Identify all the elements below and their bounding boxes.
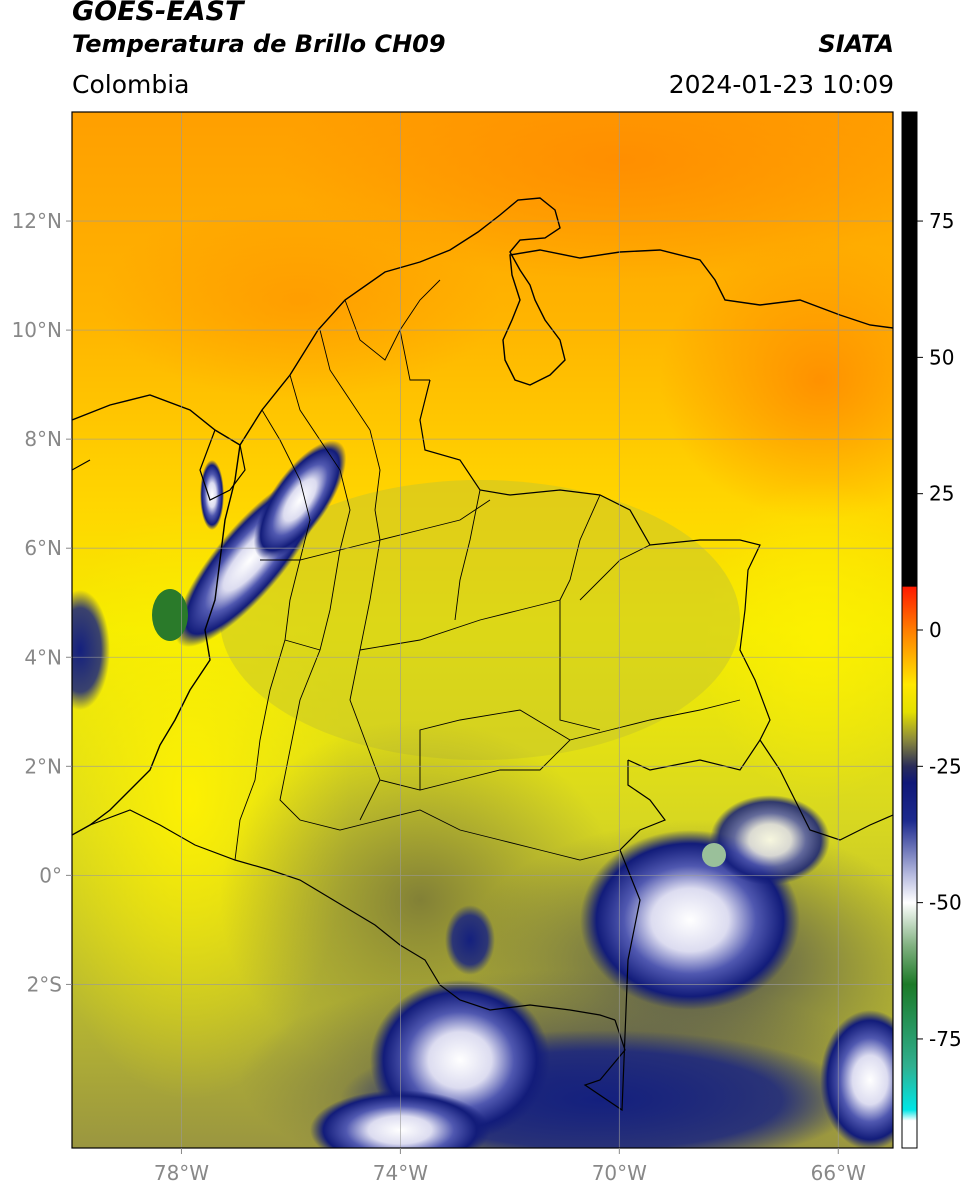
lat-tick-label: 0° <box>39 863 62 887</box>
gridlines <box>72 112 893 1148</box>
internal-4 <box>454 489 651 621</box>
internal-2 <box>234 549 621 861</box>
internal-3 <box>261 279 441 561</box>
lat-tick-label: 8°N <box>24 427 62 451</box>
colorbar-tick-label: 0 <box>929 618 942 642</box>
colorbar-tick-label: 50 <box>929 345 954 369</box>
colorbar-scale <box>901 111 918 1149</box>
lon-tick-label: 74°W <box>373 1161 428 1185</box>
brightness-temperature-field <box>72 112 893 1148</box>
peru-brazil-border <box>583 760 666 1112</box>
lon-tick-label: 70°W <box>592 1161 647 1185</box>
product-title: Temperatura de Brillo CH09 <box>72 30 446 58</box>
lat-tick-label: 2°N <box>24 754 62 778</box>
latitude-ticks: 12°N 10°N 8°N 6°N 4°N 2°N 0° 2°S <box>12 209 72 996</box>
lat-tick-label: 2°S <box>27 972 62 996</box>
colorbar-tick-label: 25 <box>929 482 954 506</box>
pacific-coast <box>72 444 241 836</box>
lat-tick-label: 12°N <box>12 209 62 233</box>
colorbar: 75 50 25 0 -25 -50 -75 <box>901 111 962 1149</box>
agency-label: SIATA <box>818 30 894 58</box>
lat-tick-label: 10°N <box>12 318 62 342</box>
map-frame <box>71 111 894 1149</box>
lon-tick-label: 78°W <box>154 1161 209 1185</box>
colorbar-tick-label: -75 <box>929 1027 962 1051</box>
lat-tick-label: 4°N <box>24 645 62 669</box>
satellite-title: GOES-EAST <box>72 0 244 27</box>
colorbar-tick-label: -25 <box>929 754 962 778</box>
colorbar-tick-label: 75 <box>929 209 954 233</box>
lat-tick-label: 6°N <box>24 536 62 560</box>
ecuador-border <box>89 809 616 1021</box>
longitude-ticks: 78°W 74°W 70°W 66°W <box>154 1148 866 1185</box>
colorbar-tick-label: -50 <box>929 891 962 915</box>
datetime-label: 2024-01-23 10:09 <box>668 70 894 99</box>
region-label: Colombia <box>72 70 190 99</box>
colorbar-ticks: 75 50 25 0 -25 -50 -75 <box>917 209 962 1051</box>
lon-tick-label: 66°W <box>811 1161 866 1185</box>
